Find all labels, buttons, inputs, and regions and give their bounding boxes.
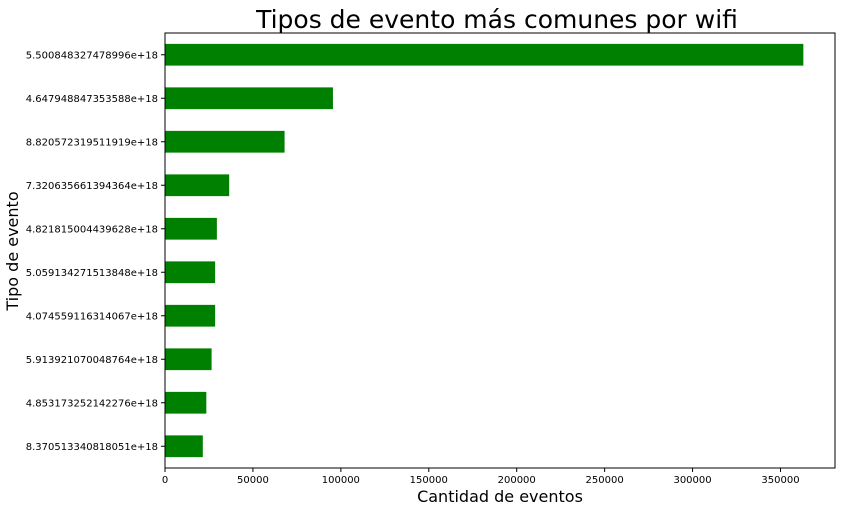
chart-title: Tipos de evento más comunes por wifi [255, 5, 738, 34]
y-tick-label: 4.074559116314067e+18 [26, 311, 158, 322]
y-tick-label: 8.370513340818051e+18 [26, 442, 158, 453]
x-tick-label: 200000 [498, 475, 536, 486]
x-axis-label: Cantidad de eventos [417, 487, 583, 506]
y-tick-label: 4.647948847353588e+18 [26, 94, 158, 105]
y-tick-label: 5.500848327478996e+18 [26, 50, 158, 61]
bar [165, 391, 207, 414]
bar [165, 261, 216, 284]
x-tick-label: 0 [162, 475, 168, 486]
plot-area: 5.500848327478996e+18 4.647948847353588e+… [26, 32, 836, 486]
bar [165, 130, 285, 153]
y-tick-label: 8.820572319511919e+18 [26, 137, 158, 148]
x-tick-label: 250000 [586, 475, 624, 486]
x-tick-label: 300000 [673, 475, 711, 486]
y-axis-label: Tipo de evento [3, 191, 22, 311]
y-tick-label: 7.320635661394364e+18 [26, 181, 158, 192]
x-tick-label: 100000 [322, 475, 360, 486]
y-tick-label: 5.913921070048764e+18 [26, 355, 158, 366]
bar [165, 174, 230, 197]
bar [165, 217, 217, 240]
x-tick-label: 150000 [410, 475, 448, 486]
x-tick-label: 350000 [761, 475, 799, 486]
y-tick-label: 4.821815004439628e+18 [26, 224, 158, 235]
bar [165, 348, 212, 371]
bar [165, 43, 804, 66]
y-tick-label: 5.059134271513848e+18 [26, 268, 158, 279]
y-tick-label: 4.853173252142276e+18 [26, 398, 158, 409]
bar [165, 435, 203, 458]
x-tick-label: 50000 [237, 475, 269, 486]
plot-frame [164, 32, 836, 469]
bar [165, 304, 216, 327]
bar [165, 87, 333, 110]
